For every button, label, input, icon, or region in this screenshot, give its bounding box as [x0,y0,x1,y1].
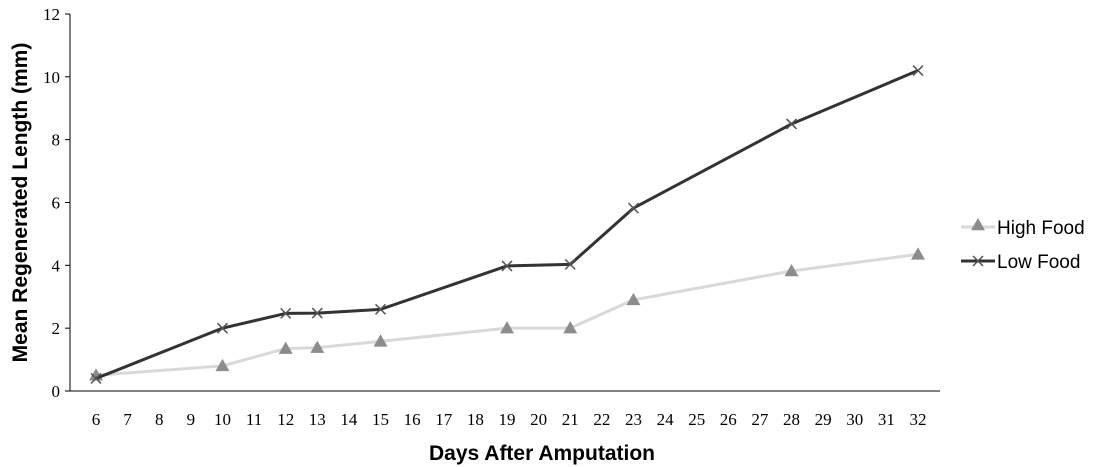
legend-item: High Food [961,218,1085,239]
data-point [215,358,230,372]
y-tick-label: 0 [52,382,61,401]
x-tick-label: 8 [155,410,164,429]
data-point [911,247,925,260]
data-point [501,260,513,272]
data-point [373,334,388,347]
legend-label: Low Food [997,252,1080,273]
x-tick-label: 7 [123,410,132,429]
x-tick-label: 13 [309,410,326,429]
x-tick-label: 21 [562,410,579,429]
legend-label: High Food [997,218,1085,239]
x-marker-stroke [375,303,387,315]
x-tick-label: 11 [246,410,262,429]
x-marker-stroke [311,307,323,319]
x-marker-stroke [786,118,798,130]
x-tick-label: 26 [720,410,737,429]
data-point [626,292,641,306]
series-low-food [90,65,924,384]
axes [69,14,940,392]
y-tick-label: 6 [52,194,61,213]
data-point [311,307,323,319]
data-point [216,322,228,334]
data-point [786,118,798,130]
y-tick-label: 8 [52,131,61,150]
series-layer [89,65,925,384]
data-point [278,341,293,354]
x-marker-stroke [216,322,228,334]
x-tick-label: 30 [846,410,863,429]
x-tick-label: 14 [340,410,358,429]
x-tick-label: 16 [404,410,421,429]
x-marker-stroke [564,258,576,270]
legend: High Food Low Food [961,218,1085,273]
y-axis-ticks: 0 2 4 6 8 10 12 [43,5,70,401]
x-marker-stroke [280,307,292,319]
data-point [90,372,102,384]
y-tick-label: 12 [43,5,60,24]
x-axis-ticks: 6 7 8 9 10 11 12 13 14 15 16 17 18 19 20 21 22 23 24 25 26 27… [92,410,927,429]
x-tick-label: 18 [467,410,484,429]
y-tick-label: 10 [43,68,60,87]
x-marker-stroke [90,372,102,384]
y-tick-label: 2 [52,319,61,338]
series-line [95,69,919,380]
x-tick-label: 22 [593,410,610,429]
x-marker-stroke [912,65,924,77]
y-tick-label: 4 [52,256,61,275]
x-marker-stroke [972,255,984,267]
data-point [564,258,576,270]
x-tick-label: 19 [499,410,516,429]
x-tick-label: 10 [214,410,231,429]
x-tick-label: 9 [187,410,196,429]
x-axis-title: Days After Amputation [429,442,655,465]
data-point [912,65,924,77]
x-tick-label: 24 [657,410,675,429]
x-marker-stroke [627,202,639,214]
data-point [280,307,292,319]
data-point [563,321,578,334]
y-axis-title: Mean Regenerated Length (mm) [9,43,32,363]
legend-item: Low Food [961,252,1080,273]
legend-marker [972,255,984,267]
data-point [375,303,387,315]
series-high-food [89,247,925,381]
x-tick-label: 31 [878,410,895,429]
data-point [310,340,325,353]
x-tick-label: 23 [625,410,642,429]
x-tick-label: 15 [372,410,389,429]
x-tick-label: 12 [277,410,294,429]
x-tick-label: 32 [910,410,927,429]
x-tick-label: 20 [530,410,547,429]
data-point [784,263,799,277]
x-tick-label: 6 [92,410,101,429]
x-tick-label: 28 [783,410,800,429]
x-tick-label: 29 [815,410,832,429]
series-line [95,252,919,377]
x-marker-stroke [501,260,513,272]
data-point [500,321,514,334]
legend-marker [971,218,985,231]
x-tick-label: 25 [688,410,705,429]
data-point [627,202,639,214]
x-tick-label: 27 [751,410,769,429]
x-tick-label: 17 [435,410,453,429]
